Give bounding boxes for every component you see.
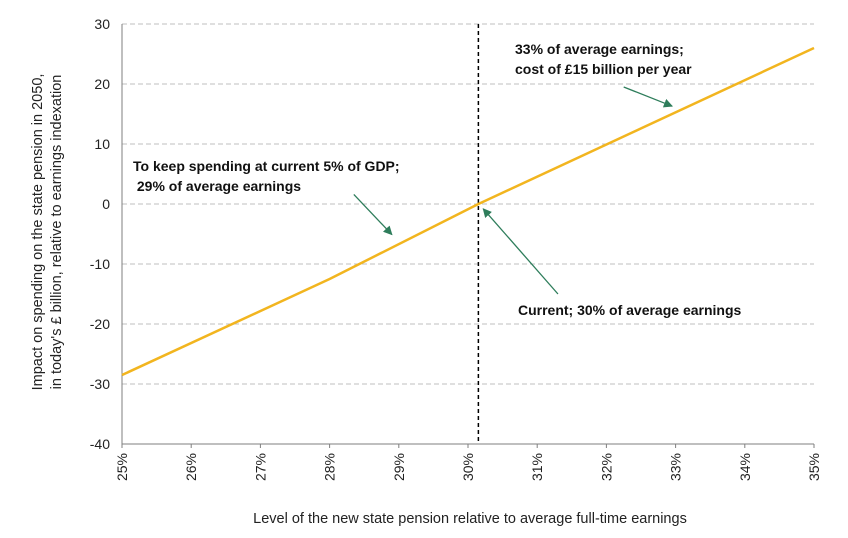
x-tick-label: 31% xyxy=(529,453,545,481)
annotation-arrow xyxy=(482,208,559,295)
y-tick-label: 30 xyxy=(94,16,110,32)
x-tick-label: 32% xyxy=(598,453,614,481)
x-tick-label: 34% xyxy=(737,453,753,481)
annotation-line: Current; 30% of average earnings xyxy=(518,302,742,318)
y-axis-title-line: Impact on spending on the state pension … xyxy=(30,74,46,391)
y-axis-title-line: in today's £ billion, relative to earnin… xyxy=(49,75,65,390)
y-tick-label: -30 xyxy=(90,376,110,392)
gridlines xyxy=(122,23,814,385)
x-tick-label: 35% xyxy=(806,453,822,481)
y-tick-label: -10 xyxy=(90,256,110,272)
annotation-label: Current; 30% of average earnings xyxy=(518,302,742,318)
y-tick-label: -40 xyxy=(90,436,110,452)
annotation-arrow xyxy=(623,86,673,108)
x-tick-label: 25% xyxy=(114,453,130,481)
y-tick-label: -20 xyxy=(90,316,110,332)
annotations: 33% of average earnings; cost of £15 bill… xyxy=(133,41,742,318)
y-axis-title: Impact on spending on the state pension … xyxy=(30,74,65,391)
annotation-label: To keep spending at current 5% of GDP; 2… xyxy=(133,158,400,194)
annotation-line: To keep spending at current 5% of GDP; xyxy=(133,158,400,174)
x-tick-label: 30% xyxy=(460,453,476,481)
x-tick-label: 26% xyxy=(183,453,199,481)
annotation-line: cost of £15 billion per year xyxy=(515,61,692,77)
annotation-line: 29% of average earnings xyxy=(133,178,301,194)
y-tick-label: 0 xyxy=(102,196,110,212)
annotation-label: 33% of average earnings; cost of £15 bill… xyxy=(515,41,692,77)
x-tick-label: 33% xyxy=(668,453,684,481)
y-tick-label: 20 xyxy=(94,76,110,92)
x-tick-label: 28% xyxy=(322,453,338,481)
annotation-line: 33% of average earnings; xyxy=(515,41,684,57)
y-tick-label: 10 xyxy=(94,136,110,152)
annotation-arrow xyxy=(353,193,393,236)
x-axis-title: Level of the new state pension relative … xyxy=(253,511,687,527)
x-tick-label: 29% xyxy=(391,453,407,481)
y-axis: 30 20 10 0 -10 -20 -30 -40 xyxy=(90,16,110,452)
x-tick-label: 27% xyxy=(252,453,268,481)
x-axis: 25% 26% 27% 28% 29% 30% 31% 32% 33% 34% 35% xyxy=(114,444,822,481)
series-line-impact-on-spending xyxy=(121,46,815,377)
